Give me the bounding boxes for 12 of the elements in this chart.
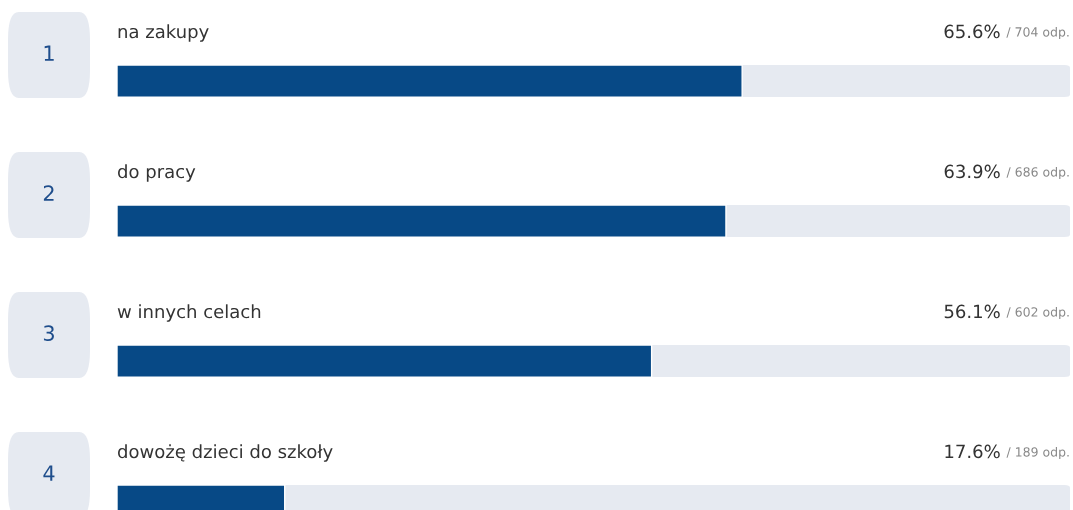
y-tick-label: dowożę dzieci do szkoły [118,444,333,462]
text: 3 [43,325,54,342]
y-tick-label: w innych celach [117,304,261,322]
data-label: 65.6% / 704 odp. [944,24,1069,40]
data-label: 17.6% / 189 odp. [945,444,1069,460]
data-label: 63.9% / 686 odp. [944,164,1069,180]
text: 2 [43,185,54,201]
y-tick-label: do pracy [118,164,196,182]
data-label: 56.1% / 602 odp. [944,304,1069,320]
text: 1 [44,45,54,61]
y-tick-label: na zakupy [118,24,209,42]
text: 4 [43,465,55,481]
